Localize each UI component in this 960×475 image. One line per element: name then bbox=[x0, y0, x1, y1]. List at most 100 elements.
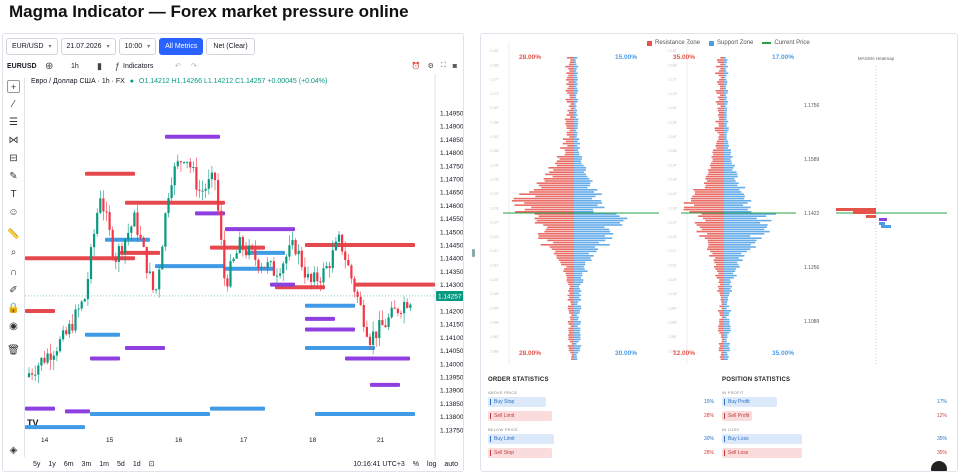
last-price-badge bbox=[436, 290, 463, 301]
support-bar bbox=[724, 94, 726, 96]
symbol-search[interactable]: EURUSD bbox=[7, 62, 37, 70]
timeframe-button[interactable]: 1y bbox=[48, 460, 56, 468]
support-bar bbox=[574, 136, 577, 138]
alert-icon[interactable]: ⏰ bbox=[411, 63, 421, 70]
stat-row-sell-limit[interactable]: Sell Limit 28% bbox=[488, 411, 714, 421]
hist-price-tick: 1.142 bbox=[668, 178, 677, 182]
resistance-bar bbox=[568, 74, 574, 77]
log-button[interactable]: log bbox=[427, 460, 437, 468]
chat-fab[interactable] bbox=[931, 461, 947, 471]
symbol-select[interactable]: EUR/USD ▾ bbox=[6, 37, 58, 55]
support-bar bbox=[574, 323, 581, 325]
resistance-bar bbox=[559, 158, 574, 160]
percent-button[interactable]: % bbox=[412, 460, 420, 468]
candle-body bbox=[381, 320, 384, 326]
redo-icon[interactable]: ↷ bbox=[191, 63, 197, 70]
undo-icon[interactable]: ↶ bbox=[175, 63, 181, 70]
support-bar bbox=[724, 202, 748, 204]
indicators-button[interactable]: ƒ Indicators bbox=[115, 61, 175, 71]
hist-price-tick: 1.132 bbox=[490, 206, 499, 210]
candle-body bbox=[133, 212, 136, 227]
resistance-bar bbox=[699, 235, 724, 237]
candle-body bbox=[139, 234, 142, 238]
resistance-bar bbox=[720, 294, 724, 297]
support-bar bbox=[574, 270, 588, 272]
resistance-bar bbox=[555, 162, 574, 165]
time-select[interactable]: 10:00 ▾ bbox=[118, 37, 157, 55]
blue-pressure-level bbox=[305, 345, 375, 350]
resistance-bar bbox=[715, 268, 724, 270]
panel-divider[interactable] bbox=[470, 33, 477, 472]
resistance-bar bbox=[561, 263, 574, 266]
resistance-bar bbox=[721, 301, 724, 303]
all-metrics-button[interactable]: All Metrics bbox=[159, 37, 204, 55]
eye-icon[interactable]: ◉ bbox=[9, 321, 18, 332]
stat-row-buy-profit[interactable]: Buy Profit 17% bbox=[722, 397, 947, 407]
compare-add-icon[interactable]: ⊕ bbox=[45, 60, 54, 72]
pattern-icon[interactable]: ⋈ bbox=[8, 135, 19, 146]
timeframe-button[interactable]: 5y bbox=[33, 460, 41, 468]
stat-row-buy-limit[interactable]: Buy Limit 30% bbox=[488, 434, 714, 444]
support-bar bbox=[574, 259, 592, 261]
settings-icon[interactable]: ⚙ bbox=[427, 63, 434, 70]
resistance-bar bbox=[718, 136, 724, 138]
interval-button[interactable]: 1h bbox=[71, 62, 79, 70]
time-tick: 14 bbox=[41, 437, 49, 444]
timeframe-button[interactable]: 1m bbox=[99, 460, 110, 468]
timeframe-button[interactable]: 6m bbox=[63, 460, 74, 468]
legend-support-label: Support Zone bbox=[717, 40, 754, 46]
resistance-bar bbox=[718, 123, 724, 125]
timeframe-button[interactable]: 3m bbox=[81, 460, 92, 468]
price-tick: 1.14550 bbox=[440, 216, 464, 223]
price-tick: 1.14800 bbox=[440, 150, 464, 157]
price-chart[interactable]: 1.14950 1.14900 1.14850 1.14800 1.14750 1.147… bbox=[25, 74, 464, 459]
emoji-icon[interactable]: ☺ bbox=[8, 207, 19, 218]
resistance-bar bbox=[717, 109, 724, 112]
support-bar bbox=[724, 72, 729, 74]
candle-body bbox=[266, 262, 269, 268]
stat-row-sell-profit[interactable]: Sell Profit 12% bbox=[722, 411, 947, 421]
resistance-bar bbox=[569, 136, 574, 138]
magnet-icon[interactable]: ∩ bbox=[9, 267, 18, 278]
prediction-icon[interactable]: ⊟ bbox=[9, 153, 18, 164]
heatmap-cell bbox=[853, 211, 876, 214]
red-pressure-level bbox=[210, 245, 265, 250]
camera-icon[interactable]: ◙ bbox=[452, 62, 457, 70]
date-select[interactable]: 21.07.2026 ▾ bbox=[60, 37, 116, 55]
hist-price-tick: 1.157 bbox=[668, 135, 677, 139]
stat-row-buy-stop[interactable]: Buy Stop 15% bbox=[488, 397, 714, 407]
auto-button[interactable]: auto bbox=[444, 460, 458, 468]
fullscreen-icon[interactable]: ⛶ bbox=[440, 62, 446, 69]
crosshair-icon[interactable]: + bbox=[7, 80, 20, 93]
resistance-bar bbox=[713, 259, 724, 261]
legend-resistance: Resistance Zone bbox=[647, 40, 700, 46]
lock-icon[interactable]: 🔒 bbox=[7, 303, 20, 314]
hist-price-tick: 1.142 bbox=[490, 178, 499, 182]
resistance-bar bbox=[690, 197, 724, 200]
fib-icon[interactable]: ☰ bbox=[9, 117, 18, 128]
candle-body bbox=[114, 256, 117, 262]
goto-date-icon[interactable]: ⊡ bbox=[148, 461, 155, 468]
net-clear-button[interactable]: Net (Clear) bbox=[206, 37, 255, 55]
resistance-bar bbox=[702, 217, 724, 220]
support-bar bbox=[724, 118, 727, 121]
resistance-bar bbox=[717, 96, 724, 99]
trendline-icon[interactable]: ⁄ bbox=[12, 99, 15, 110]
zoom-icon[interactable]: ⌕ bbox=[10, 247, 17, 258]
text-icon[interactable]: T bbox=[10, 189, 17, 200]
lock-drawings-icon[interactable]: ✐ bbox=[9, 285, 18, 296]
timeframe-button[interactable]: 5d bbox=[117, 460, 125, 468]
support-bar bbox=[574, 96, 577, 99]
layers-icon[interactable]: ◈ bbox=[9, 445, 18, 456]
stat-row-sell-loss[interactable]: Sell Loss 35% bbox=[722, 448, 947, 458]
support-bar bbox=[724, 142, 729, 145]
candle-body bbox=[213, 172, 217, 181]
stat-row-buy-loss[interactable]: Buy Loss 35% bbox=[722, 434, 947, 444]
trash-icon[interactable]: 🗑 bbox=[7, 345, 20, 356]
timeframe-button[interactable]: 1d bbox=[132, 460, 141, 468]
candle-type-icon[interactable]: ▮ bbox=[97, 60, 102, 71]
support-bar bbox=[724, 114, 727, 116]
ruler-icon[interactable]: 📏 bbox=[7, 229, 20, 240]
brush-icon[interactable]: ✎ bbox=[9, 171, 18, 182]
stat-row-sell-stop[interactable]: Sell Stop 28% bbox=[488, 448, 714, 458]
